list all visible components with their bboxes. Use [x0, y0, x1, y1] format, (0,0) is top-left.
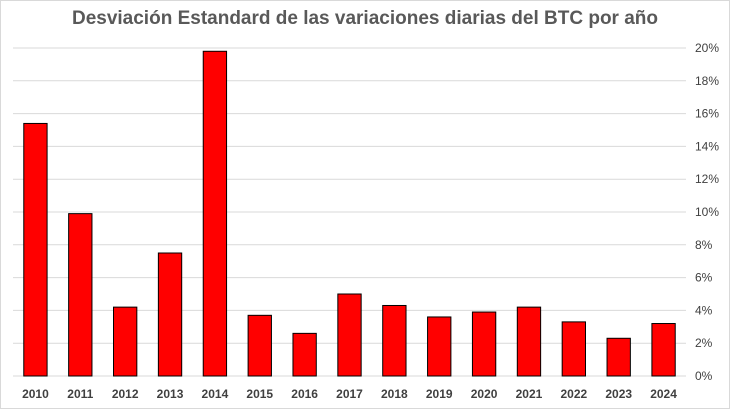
x-category-label: 2015 — [246, 387, 273, 401]
x-category-label: 2010 — [22, 387, 49, 401]
bar-2019 — [427, 316, 452, 377]
gridlines — [13, 47, 686, 377]
x-category-label: 2017 — [336, 387, 363, 401]
bar-2022 — [561, 321, 586, 377]
x-category-label: 2021 — [516, 387, 543, 401]
bar-2021 — [516, 306, 542, 377]
x-category-label: 2024 — [650, 387, 677, 401]
y-tick-label: 2% — [695, 336, 713, 350]
bar-2010 — [23, 122, 48, 377]
bar-2013 — [157, 252, 183, 377]
y-tick-label: 16% — [695, 107, 719, 121]
y-tick-label: 10% — [695, 205, 719, 219]
y-tick-label: 0% — [695, 369, 713, 383]
x-axis-categories: 2010 2011 2012 2013 2014 2015 2016 2017 2018 2019… — [22, 387, 677, 401]
y-tick-label: 20% — [695, 41, 719, 55]
chart-title: Desviación Estandard de las variaciones … — [71, 8, 659, 29]
y-tick-label: 4% — [695, 303, 713, 317]
bar-2014 — [202, 50, 228, 377]
bar-2015 — [247, 314, 272, 377]
x-category-label: 2012 — [112, 387, 139, 401]
bar-2024 — [651, 323, 676, 377]
bars — [23, 50, 676, 377]
x-category-label: 2018 — [381, 387, 408, 401]
x-category-label: 2022 — [560, 387, 587, 401]
bar-2023 — [606, 337, 631, 377]
y-tick-label: 6% — [695, 271, 713, 285]
bar-2018 — [382, 304, 407, 377]
bar-2012 — [113, 306, 138, 377]
bar-2011 — [68, 213, 93, 377]
y-tick-label: 14% — [695, 139, 719, 153]
y-tick-label: 8% — [695, 238, 713, 252]
x-category-label: 2020 — [471, 387, 498, 401]
y-tick-label: 12% — [695, 172, 719, 186]
y-axis-ticks: 0% 2% 4% 6% 8% 10% 12% 14% 16% 18% 20% — [695, 41, 719, 383]
x-category-label: 2011 — [67, 387, 93, 401]
bar-2016 — [292, 332, 317, 377]
x-category-label: 2023 — [605, 387, 632, 401]
x-category-label: 2014 — [202, 387, 229, 401]
x-category-label: 2013 — [157, 387, 184, 401]
x-category-label: 2019 — [426, 387, 453, 401]
y-tick-label: 18% — [695, 74, 719, 88]
bar-2020 — [471, 311, 497, 377]
bar-2017 — [337, 293, 362, 377]
x-category-label: 2016 — [291, 387, 318, 401]
